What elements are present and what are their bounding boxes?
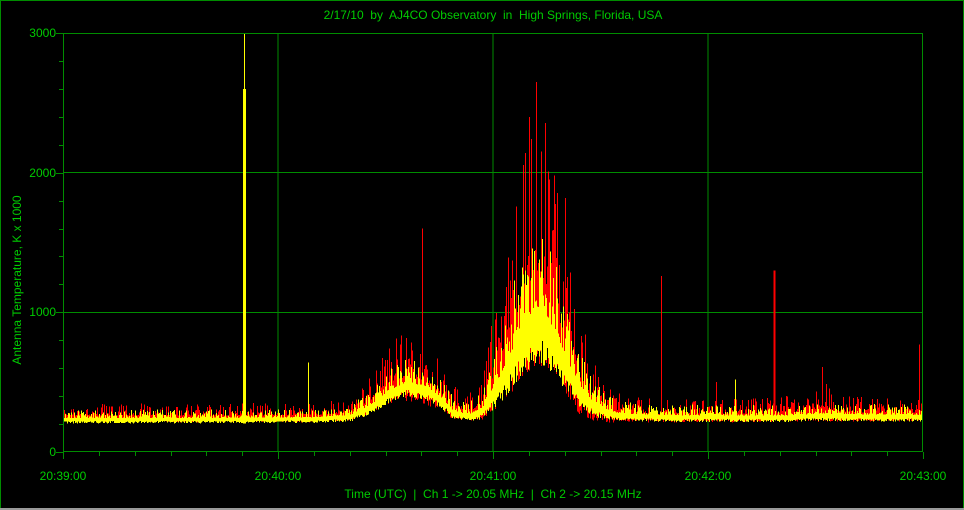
x-axis-label: Time (UTC) | Ch 1 -> 20.05 MHz | Ch 2 ->… [344, 487, 642, 501]
y-tick-label: 3000 [29, 26, 56, 40]
x-tick-label: 20:41:00 [469, 469, 517, 483]
y-tick-label: 1000 [29, 305, 56, 319]
x-tick-label: 20:39:00 [39, 469, 87, 483]
x-tick-label: 20:42:00 [684, 469, 732, 483]
y-tick-label: 2000 [29, 166, 56, 180]
window-bottom-edge [0, 508, 964, 510]
y-tick-label: 0 [49, 445, 56, 459]
x-tick-label: 20:40:00 [254, 469, 302, 483]
x-tick-label: 20:43:00 [899, 469, 947, 483]
chart-title: 2/17/10 by AJ4CO Observatory in High Spr… [323, 8, 663, 22]
